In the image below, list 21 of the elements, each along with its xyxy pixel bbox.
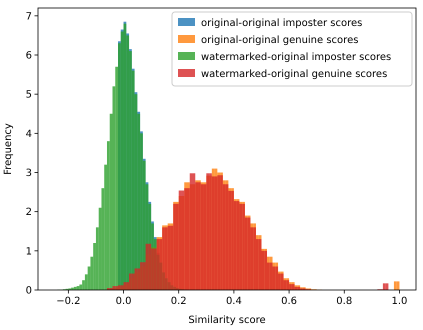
x-axis-title: Similarity score [188,315,266,326]
legend-label: original-original imposter scores [201,18,362,29]
y-tick-label: 7 [26,11,32,22]
y-tick-label: 5 [26,90,32,101]
legend-label: watermarked-original genuine scores [201,69,388,80]
x-tick-label: 0.0 [116,296,132,307]
x-tick-label: 0.8 [336,296,352,307]
y-tick-label: 3 [26,168,32,179]
y-tick-label: 6 [26,50,32,62]
y-axis-title: Frequency [3,123,14,175]
x-tick-label: −0.2 [56,296,80,307]
legend-label: watermarked-original imposter scores [201,52,392,63]
x-tick-label: 1.0 [391,296,408,307]
y-tick-label: 0 [26,286,32,296]
legend-label: original-original genuine scores [201,35,358,46]
x-tick-label: 0.2 [170,296,187,307]
y-tick-label: 4 [26,128,32,140]
x-tick-label: 0.6 [281,296,298,307]
x-tick-label: 0.4 [226,296,242,307]
y-tick-label: 2 [26,207,32,218]
y-tick-label: 1 [26,246,32,258]
